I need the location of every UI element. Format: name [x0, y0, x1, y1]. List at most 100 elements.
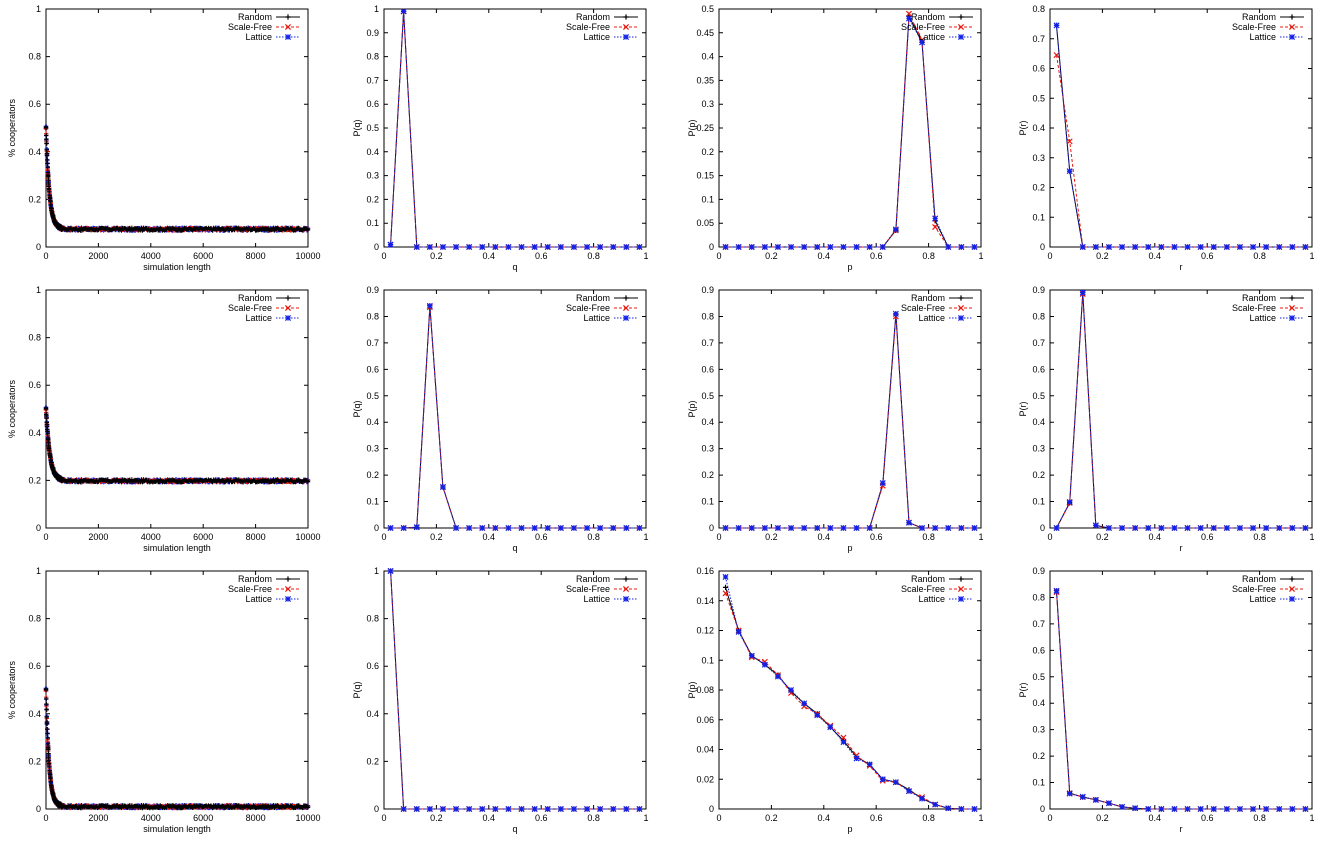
data-point-lattice	[623, 243, 630, 251]
data-point-lattice	[1250, 243, 1257, 251]
legend-label-lattice: Lattice	[245, 594, 272, 604]
y-tick-label: 0.5	[701, 391, 714, 401]
x-axis-label: simulation length	[143, 543, 211, 553]
x-tick-label: 0.8	[922, 532, 935, 542]
y-tick-label: 0.4	[1032, 698, 1045, 708]
x-tick-label: 0.2	[1096, 532, 1109, 542]
plot-frame	[718, 8, 982, 248]
legend-label-lattice: Lattice	[1249, 313, 1276, 323]
y-tick-label: 0.3	[366, 171, 379, 181]
data-point-lattice	[892, 310, 899, 317]
data-point-lattice	[544, 524, 551, 532]
y-tick-label: 0.8	[366, 311, 379, 321]
x-tick-label: 0	[43, 813, 48, 823]
x-tick-label: 0.6	[535, 532, 548, 542]
chart-panel-1-4: 0 0.1 0.2 0.3 0.4 0.5 0.6 0.7 0.8 0 0.2 0.4 0.6 0.8 1 r…	[1018, 4, 1315, 272]
y-tick-label: 0.02	[696, 774, 714, 784]
x-tick-label: 0	[1047, 532, 1052, 542]
y-tick-label: 0.4	[1032, 123, 1045, 133]
y-tick-label: 0	[374, 242, 379, 252]
data-point-scale-free	[1053, 52, 1060, 59]
data-point-lattice	[466, 243, 473, 251]
data-point-lattice	[1132, 805, 1139, 812]
data-point-lattice	[827, 243, 834, 251]
legend-label-scale-free: Scale-Free	[566, 22, 610, 32]
legend-marker-scale-free	[622, 304, 630, 312]
data-point-lattice	[1158, 524, 1165, 532]
x-tick-label: 1	[643, 251, 648, 261]
data-point-lattice	[853, 755, 860, 762]
data-point-lattice	[1158, 243, 1165, 251]
x-tick-label: 0.6	[1201, 813, 1214, 823]
x-tick-label: 6000	[193, 813, 213, 823]
series-line-lattice	[1056, 590, 1306, 810]
y-tick-label: 0.2	[366, 756, 379, 766]
series-line-random	[1056, 25, 1306, 248]
y-tick-label: 0.35	[696, 75, 714, 85]
data-point-lattice	[518, 524, 525, 532]
y-axis-label: P(p)	[687, 400, 697, 417]
data-point-lattice	[1105, 524, 1112, 532]
data-point-lattice	[439, 483, 446, 491]
data-point-random	[43, 686, 311, 811]
y-tick-label: 0.9	[1032, 285, 1045, 295]
data-point-lattice	[1092, 243, 1099, 251]
x-tick-label: 4000	[141, 532, 161, 542]
series-line-scale-free	[725, 593, 975, 810]
y-tick-label: 0.6	[28, 99, 41, 109]
data-point-lattice	[1132, 524, 1139, 532]
chart-panel-2-3: 0 0.1 0.2 0.3 0.4 0.5 0.6 0.7 0.8 0.9 0 0.2 0.4 0.6 0.…	[687, 285, 984, 553]
legend-marker-lattice	[284, 314, 292, 322]
data-point-lattice	[945, 805, 952, 812]
data-point-lattice	[905, 788, 912, 795]
legend-marker-lattice	[284, 33, 292, 41]
data-point-lattice	[840, 739, 847, 746]
x-tick-label: 0.6	[1201, 532, 1214, 542]
data-point-lattice	[557, 243, 564, 251]
x-tick-label: 0	[43, 251, 48, 261]
x-tick-label: 0.6	[1201, 251, 1214, 261]
legend-marker-random	[958, 295, 964, 301]
data-point-lattice	[1105, 800, 1112, 807]
data-point-lattice	[722, 243, 729, 251]
y-tick-label: 0.7	[1032, 338, 1045, 348]
chart-panel-1-2: 0 0.1 0.2 0.3 0.4 0.5 0.6 0.7 0.8 0.9 1 0 0.2 0.4 0.6 0…	[352, 4, 649, 272]
series-line-random	[725, 587, 975, 810]
data-point-random	[722, 584, 729, 590]
legend-label-scale-free: Scale-Free	[1232, 22, 1276, 32]
data-point-lattice	[387, 241, 394, 248]
data-point-lattice	[1079, 289, 1086, 296]
data-point-lattice	[1223, 243, 1230, 251]
x-tick-label: 0.4	[1149, 251, 1162, 261]
legend-marker-random	[285, 576, 291, 582]
data-point-lattice	[387, 567, 394, 575]
legend-label-random: Random	[911, 574, 945, 584]
data-point-lattice	[905, 15, 912, 22]
y-tick-label: 0.3	[1032, 153, 1045, 163]
data-point-lattice	[748, 652, 755, 659]
x-tick-label: 0	[716, 532, 721, 542]
chart-panel-3-2: 0 0.2 0.4 0.6 0.8 1 0 0.2 0.4 0.6 0.8 1 q P(q) RandomS…	[352, 566, 649, 834]
data-point-lattice	[597, 524, 604, 532]
x-tick-label: 0.8	[587, 251, 600, 261]
legend-marker-scale-free	[622, 585, 630, 593]
y-tick-label: 1	[36, 285, 41, 295]
data-point-lattice	[1197, 524, 1204, 532]
y-tick-label: 1	[374, 4, 379, 14]
data-point-lattice	[932, 801, 939, 808]
legend-label-lattice: Lattice	[583, 313, 610, 323]
y-tick-label: 0.5	[1032, 93, 1045, 103]
y-tick-label: 0.4	[28, 428, 41, 438]
data-point-lattice	[814, 712, 821, 719]
legend-marker-scale-free	[957, 585, 965, 593]
x-tick-label: 0.6	[535, 813, 548, 823]
data-point-lattice	[879, 480, 886, 487]
y-tick-label: 0.8	[366, 614, 379, 624]
x-axis-label: r	[1180, 543, 1183, 553]
x-tick-label: 0.2	[430, 251, 443, 261]
x-tick-label: 0	[716, 813, 721, 823]
data-point-lattice	[801, 524, 808, 532]
legend-label-scale-free: Scale-Free	[228, 22, 272, 32]
data-point-lattice	[492, 524, 499, 532]
